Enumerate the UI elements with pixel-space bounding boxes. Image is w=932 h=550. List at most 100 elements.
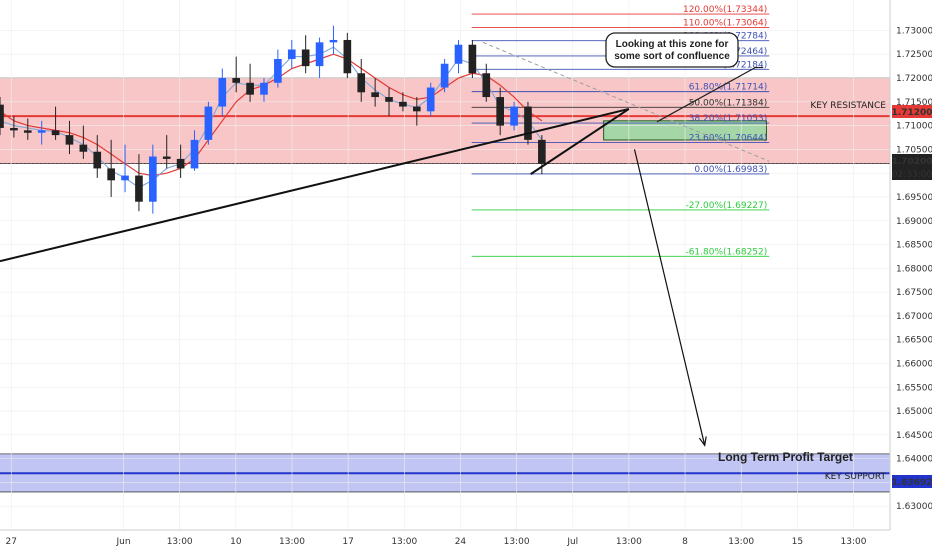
fib-level-label: -27.00%(1.69227): [685, 201, 767, 211]
confluence-callout: Looking at this zone for some sort of co…: [605, 32, 739, 68]
x-tick-label: 8: [682, 537, 688, 547]
candle-body: [0, 104, 4, 128]
x-tick-label: 27: [6, 537, 17, 547]
ma-blue-line: [0, 46, 543, 189]
fib-level-label: 110.00%(1.73064): [683, 18, 767, 28]
candle-body: [496, 97, 505, 126]
y-tick-label: 1.66000: [896, 359, 932, 369]
y-tick-label: 1.68500: [896, 241, 932, 251]
candle-body: [93, 151, 102, 169]
callout-text-line-1: Looking at this zone for: [616, 39, 729, 50]
y-tick-label: 1.64000: [896, 455, 932, 465]
x-axis: 27 Jun 13:00 10 13:00 17 13:00 24 13:00 Jul 13:00 8…: [6, 537, 867, 547]
candle-body: [454, 44, 463, 64]
y-tick-label: 1.72000: [896, 74, 932, 84]
candle-body: [23, 130, 32, 133]
x-tick-label: 13:00: [841, 537, 867, 547]
key-support-price-tag: [892, 475, 932, 488]
key-resistance-price-tag: [892, 105, 932, 118]
fib-level-label: 38.20%(1.71053): [689, 114, 768, 124]
profit-target-arrow: [633, 149, 706, 446]
y-tick-label: 1.65000: [896, 407, 932, 417]
y-tick-label: 1.65500: [896, 383, 932, 393]
candle-body: [287, 49, 296, 59]
countdown-tag: [892, 167, 932, 180]
y-tick-label: 1.66500: [896, 336, 932, 346]
y-tick-label: 1.71000: [896, 122, 932, 132]
x-tick-label: 10: [230, 537, 242, 547]
x-tick-label: 13:00: [504, 537, 530, 547]
candle-body: [399, 101, 407, 107]
x-tick-label: 15: [792, 537, 803, 547]
candle-body: [51, 130, 60, 136]
candle-body: [329, 39, 338, 43]
candle-body: [10, 127, 18, 131]
candle-body: [190, 139, 199, 169]
candle-body: [357, 73, 366, 93]
candle-body: [440, 63, 449, 88]
candle-body: [37, 130, 46, 133]
moving-averages: [0, 46, 543, 189]
candle-body: [121, 175, 129, 181]
profit-target-arrowhead: [698, 436, 707, 447]
candle-body: [79, 144, 88, 152]
rising-trendline: [0, 107, 630, 263]
candle-body: [426, 87, 435, 112]
x-tick-label: 13:00: [167, 537, 193, 547]
candle-body: [482, 73, 491, 98]
candle-body: [107, 168, 115, 181]
trend-drawings: [0, 41, 770, 447]
candle-body: [162, 156, 171, 159]
y-tick-label: 1.68000: [896, 264, 932, 274]
x-tick-label: 13:00: [279, 537, 305, 547]
y-tick-label: 1.67500: [896, 288, 932, 298]
candle-body: [149, 156, 157, 202]
x-tick-label: Jul: [566, 537, 578, 547]
candle-body: [218, 78, 227, 107]
candle-body: [343, 39, 352, 74]
key-resistance-price: 1.71200: [892, 108, 932, 118]
fib-level-label: 61.80%(1.71714): [689, 83, 768, 93]
x-tick-label: 17: [342, 537, 353, 547]
fib-level-label: 50.00%(1.71384): [689, 98, 768, 108]
profit-target-label: Long Term Profit Target: [718, 450, 853, 464]
candle-body: [135, 175, 143, 202]
candle-body: [260, 82, 268, 95]
candle-body: [65, 135, 74, 145]
candle-body: [510, 106, 518, 126]
callout-text-line-2: some sort of confluence: [614, 51, 730, 62]
y-tick-label: 1.67000: [896, 312, 932, 322]
candle-body: [468, 44, 477, 74]
price-labels: KEY RESISTANCE 1.71200 1.70200 02:33:00 …: [810, 101, 932, 488]
y-tick-label: 1.70500: [896, 145, 932, 155]
x-tick-label: 13:00: [728, 537, 754, 547]
candle-body: [246, 82, 254, 95]
x-tick-label: 13:00: [616, 537, 642, 547]
ma-red-line: [0, 53, 543, 177]
candle-body: [315, 42, 324, 67]
y-tick-label: 1.69000: [896, 217, 932, 227]
x-tick-label: 24: [455, 537, 467, 547]
candle-body: [301, 49, 310, 67]
wedge-line: [530, 108, 630, 175]
candlesticks: [0, 25, 546, 214]
current-price-tag: [892, 154, 932, 167]
fib-level-label: 120.00%(1.73344): [683, 5, 767, 15]
current-price: 1.70200: [892, 157, 932, 167]
candle-body: [412, 106, 421, 112]
candle-body: [176, 158, 185, 169]
key-support-label: KEY SUPPORT: [825, 472, 887, 482]
countdown-timer: 02:33:00: [892, 170, 932, 180]
candle-body: [385, 97, 393, 102]
fib-level-label: 23.60%(1.70644): [689, 134, 768, 144]
callout-pointer: [656, 66, 764, 123]
y-tick-label: 1.64500: [896, 431, 932, 441]
candle-body: [371, 92, 379, 98]
candle-body: [274, 58, 282, 83]
y-tick-label: 1.71500: [896, 98, 932, 108]
candle-body: [232, 78, 241, 83]
dashed-trend-line: [482, 41, 770, 162]
y-tick-label: 1.63000: [896, 502, 932, 512]
